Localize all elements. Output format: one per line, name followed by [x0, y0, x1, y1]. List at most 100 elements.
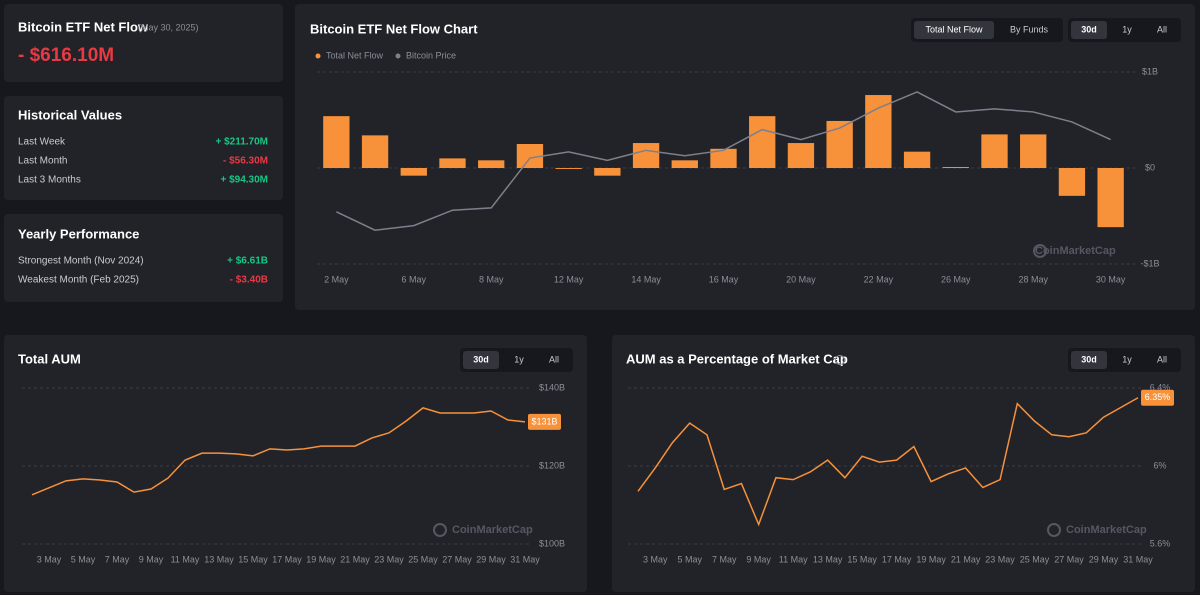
x-tick-label: 5 May — [71, 554, 96, 564]
x-tick-label: 23 May — [374, 554, 404, 564]
range-button[interactable]: All — [1157, 354, 1167, 364]
watermark: CoinMarketCap — [452, 524, 533, 536]
x-tick-label: 5 May — [677, 554, 702, 564]
bar — [1097, 168, 1124, 228]
x-tick-label: 16 May — [709, 274, 739, 284]
x-tick-label: 22 May — [864, 274, 894, 284]
bar — [865, 95, 892, 168]
x-tick-label: 7 May — [712, 554, 737, 564]
y-tick-label: 6.4% — [1150, 382, 1171, 392]
row-value: - $3.40B — [230, 275, 268, 286]
range-active[interactable] — [463, 351, 499, 369]
row-label: Strongest Month (Nov 2024) — [18, 256, 144, 267]
bar — [903, 151, 931, 168]
x-tick-label: 29 May — [476, 554, 506, 564]
aum-card — [4, 335, 587, 592]
x-tick-label: 31 May — [1123, 554, 1153, 564]
x-tick-label: 28 May — [1018, 274, 1048, 284]
info-icon[interactable] — [835, 355, 845, 365]
range-active[interactable] — [1071, 351, 1107, 369]
x-tick-label: 25 May — [1020, 554, 1050, 564]
bar — [787, 143, 815, 168]
net-flow-value: - $616.10M — [18, 45, 114, 66]
x-tick-label: 7 May — [105, 554, 130, 564]
y-tick-label: -$1B — [1140, 258, 1159, 268]
x-tick-label: 2 May — [324, 274, 349, 284]
chart-title: Bitcoin ETF Net Flow Chart — [310, 21, 478, 36]
x-tick-label: 19 May — [306, 554, 336, 564]
x-tick-label: 27 May — [1054, 554, 1084, 564]
y-tick-label: 6% — [1153, 460, 1166, 470]
line — [637, 397, 1139, 527]
x-tick-label: 13 May — [204, 554, 234, 564]
flow-chart-card — [295, 4, 1195, 310]
toggle-active[interactable] — [914, 21, 994, 39]
yearly-title: Yearly Performance — [18, 226, 139, 241]
x-tick-label: 25 May — [408, 554, 438, 564]
x-tick-label: 8 May — [479, 274, 504, 284]
row-value: - $56.30M — [223, 156, 268, 167]
row-label: Last Week — [18, 137, 66, 148]
value-label: 6.35% — [1145, 392, 1171, 402]
bar — [1020, 134, 1047, 168]
bar — [1058, 168, 1086, 196]
net-flow-title: Bitcoin ETF Net Flow — [18, 19, 149, 34]
y-tick-label: $120B — [539, 460, 565, 470]
legend-label: Bitcoin Price — [406, 50, 456, 60]
x-tick-label: 17 May — [882, 554, 912, 564]
x-tick-label: 20 May — [786, 274, 816, 284]
range-active[interactable] — [1071, 21, 1107, 39]
row-value: + $94.30M — [220, 175, 268, 186]
bar — [749, 116, 776, 168]
x-tick-label: 31 May — [510, 554, 540, 564]
x-tick-label: 30 May — [1096, 274, 1126, 284]
x-tick-label: 15 May — [847, 554, 877, 564]
line — [336, 91, 1111, 231]
row-value: + $6.61B — [227, 256, 268, 267]
range-button[interactable]: 1y — [1122, 354, 1132, 364]
x-tick-label: 29 May — [1089, 554, 1119, 564]
x-tick-label: 13 May — [813, 554, 843, 564]
range-button[interactable]: 30d — [1081, 354, 1097, 364]
x-tick-label: 17 May — [272, 554, 302, 564]
line — [31, 407, 526, 496]
x-tick-label: 3 May — [643, 554, 668, 564]
range-button[interactable]: All — [1157, 24, 1167, 34]
y-tick-label: $100B — [539, 538, 565, 548]
x-tick-label: 12 May — [554, 274, 584, 284]
watermark: CoinMarketCap — [1066, 524, 1147, 536]
row-label: Weakest Month (Feb 2025) — [18, 275, 139, 286]
bar — [555, 168, 582, 169]
bar — [400, 168, 427, 176]
legend-swatch — [395, 53, 401, 59]
value-label: $131B — [531, 416, 557, 426]
range-button[interactable]: All — [549, 354, 559, 364]
y-tick-label: $1B — [1142, 66, 1158, 76]
chart-title: Total AUM — [18, 351, 81, 366]
range-button[interactable]: 30d — [1081, 24, 1097, 34]
value-badge — [528, 413, 561, 430]
watermark-logo — [1047, 523, 1061, 537]
bar — [710, 148, 737, 168]
range-button[interactable]: 1y — [514, 354, 524, 364]
x-tick-label: 11 May — [171, 554, 200, 564]
legend-label: Total Net Flow — [326, 50, 384, 60]
x-tick-label: 14 May — [631, 274, 661, 284]
y-tick-label: 5.6% — [1150, 538, 1171, 548]
bar — [671, 160, 698, 168]
historical-card — [4, 96, 283, 200]
toggle-button[interactable]: By Funds — [1010, 24, 1049, 34]
watermark-logo — [433, 523, 447, 537]
x-tick-label: 15 May — [238, 554, 268, 564]
bar — [981, 134, 1008, 168]
range-button[interactable]: 30d — [473, 354, 489, 364]
toggle-button[interactable]: Total Net Flow — [925, 24, 983, 34]
x-tick-label: 21 May — [951, 554, 981, 564]
value-badge — [1141, 389, 1174, 406]
range-button[interactable]: 1y — [1122, 24, 1132, 34]
bar — [323, 116, 350, 168]
chart-title: AUM as a Percentage of Market Cap — [626, 351, 848, 366]
x-tick-label: 19 May — [916, 554, 946, 564]
x-tick-label: 6 May — [402, 274, 427, 284]
